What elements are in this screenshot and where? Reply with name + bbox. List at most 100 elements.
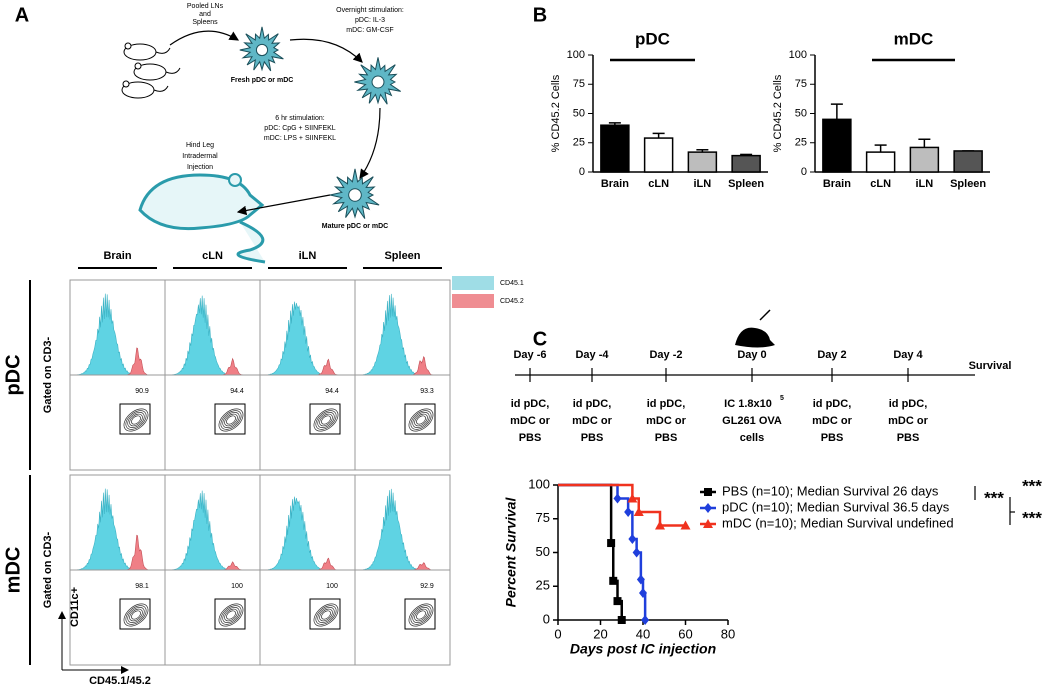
label: 90.9 <box>135 388 149 395</box>
label: id pDC, <box>647 398 686 410</box>
marker <box>613 493 622 504</box>
contour <box>224 413 238 427</box>
label: mDC or <box>888 415 928 427</box>
marker <box>624 507 633 517</box>
x-tick-label: 20 <box>593 626 607 641</box>
mouse-ear <box>122 80 130 88</box>
y-tick-label: 25 <box>573 137 585 149</box>
plot-frame <box>69 374 166 471</box>
bar <box>643 137 674 173</box>
label: iLN <box>694 178 712 190</box>
label: Survival <box>969 360 1012 372</box>
label: id pDC, <box>573 398 612 410</box>
bar <box>909 146 940 173</box>
plot-frame <box>259 569 356 666</box>
mouse-icon <box>735 327 775 348</box>
label: Brain <box>103 250 131 262</box>
histogram-cd45-1 <box>165 295 260 376</box>
arrow <box>289 38 363 63</box>
label: cLN <box>870 178 891 190</box>
mouse-ear <box>124 42 132 50</box>
mouse-ear <box>228 173 242 187</box>
x-tick-label: 0 <box>554 626 561 641</box>
contour <box>410 605 432 625</box>
contour <box>416 610 426 620</box>
bar <box>600 124 630 173</box>
bar <box>953 150 983 173</box>
label: Intradermal <box>182 153 218 160</box>
legend-marker <box>703 519 713 528</box>
contour <box>222 607 240 623</box>
x-tick-label: 80 <box>721 626 735 641</box>
syringe-icon <box>759 309 771 321</box>
label: Brain <box>601 178 629 190</box>
marker <box>641 615 650 625</box>
legend-swatch <box>452 294 494 308</box>
y-tick-label: 25 <box>795 137 807 149</box>
label: pDC: CpG + SIINFEKL <box>264 125 335 132</box>
label: Day 0 <box>737 349 766 361</box>
histogram-cd45-1 <box>165 490 260 571</box>
legend-label: PBS (n=10); Median Survival 26 days <box>722 483 939 498</box>
label: Day 4 <box>893 349 923 361</box>
label: *** <box>1022 476 1042 495</box>
plot-frame <box>354 374 451 471</box>
label: mDC: LPS + SIINFEKL <box>264 135 336 142</box>
contour <box>315 410 337 430</box>
survival-line <box>558 483 686 527</box>
label: id pDC, <box>813 398 852 410</box>
contour <box>125 410 147 430</box>
contour <box>226 610 236 620</box>
label: B <box>533 4 547 26</box>
label: Brain <box>823 178 851 190</box>
y-tick-label: 100 <box>528 476 550 491</box>
cell-nucleus <box>371 75 385 89</box>
label: CD45.1/45.2 <box>89 675 151 687</box>
bar <box>865 151 896 173</box>
mouse-tail <box>153 85 169 92</box>
legend-label: mDC (n=10); Median Survival undefined <box>722 515 954 530</box>
histogram-cd45-1 <box>355 293 450 376</box>
plot-frame <box>164 374 261 471</box>
y-tick-label: 0 <box>579 166 585 178</box>
label: mDC or <box>646 415 686 427</box>
legend-swatch <box>452 276 494 290</box>
histogram-cd45-1 <box>260 301 355 376</box>
y-tick-label: 75 <box>795 78 807 90</box>
label: Gated on CD3- <box>42 531 54 608</box>
gate <box>309 403 341 435</box>
contour <box>416 415 426 425</box>
label: Mature pDC or mDC <box>322 223 389 230</box>
contour <box>412 412 430 428</box>
label: 98.1 <box>135 583 149 590</box>
label: PBS <box>581 432 604 444</box>
label: Day -2 <box>649 349 682 361</box>
y-tick-label: 0 <box>543 611 550 626</box>
bar <box>687 151 718 173</box>
y-tick-label: 50 <box>536 544 550 559</box>
histogram-cd45-1 <box>70 488 165 571</box>
label: CD11c+ <box>69 587 81 627</box>
contour <box>224 608 238 622</box>
contour <box>131 610 141 620</box>
histogram-cd45-1 <box>355 488 450 571</box>
histogram-cd45-1 <box>70 293 165 376</box>
marker <box>617 616 626 624</box>
gate <box>214 403 246 435</box>
label: C <box>533 328 547 350</box>
mouse-ear <box>134 62 142 70</box>
contour <box>129 413 143 427</box>
marker <box>680 520 691 530</box>
label: Day 2 <box>817 349 846 361</box>
bar <box>822 118 852 173</box>
label: CD45.1 <box>500 280 524 287</box>
contour <box>414 413 428 427</box>
contour <box>123 603 149 627</box>
contour <box>220 605 242 625</box>
label: 93.3 <box>420 388 434 395</box>
marker <box>627 493 638 503</box>
label: GL261 OVA <box>722 415 782 427</box>
label: and <box>199 11 211 18</box>
contour <box>129 608 143 622</box>
contour <box>408 603 434 627</box>
